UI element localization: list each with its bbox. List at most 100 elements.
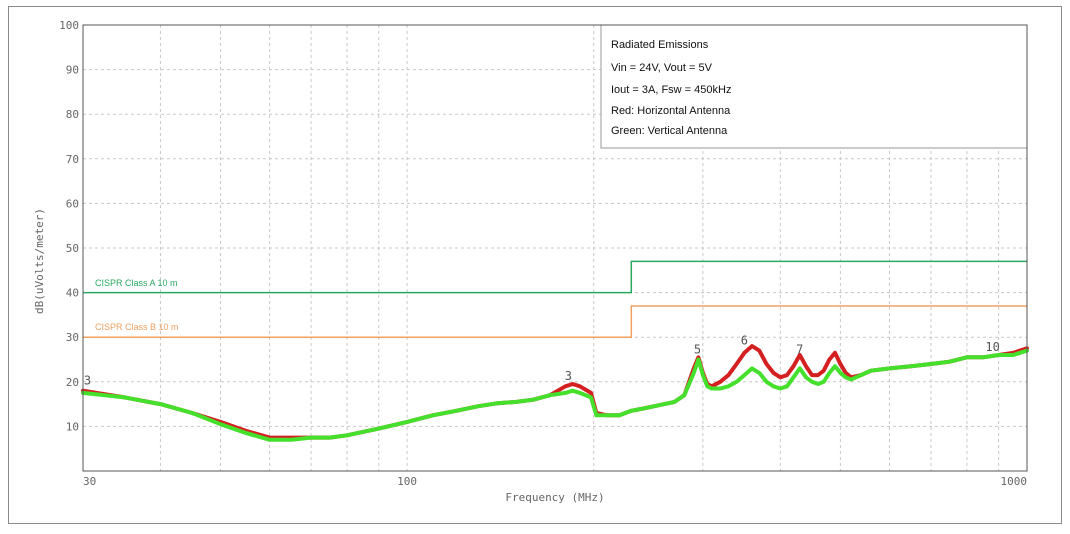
legend-box: Radiated Emissions Vin = 24V, Vout = 5V … xyxy=(600,24,1028,149)
class-b-limit-line xyxy=(83,305,1027,338)
series-point-horizontal xyxy=(778,375,782,379)
series-point-vertical xyxy=(548,393,552,397)
series-point-vertical xyxy=(652,404,656,408)
series-point-horizontal xyxy=(827,357,832,362)
series-point-horizontal xyxy=(771,371,776,375)
series-point-vertical xyxy=(617,413,622,417)
series-point-vertical xyxy=(798,366,802,370)
peak-markers: 3 3 5 6 7 10 xyxy=(84,333,1000,387)
series-point-vertical xyxy=(838,371,843,375)
series-point-vertical xyxy=(289,438,293,442)
series-point-vertical xyxy=(849,378,853,382)
series-point-vertical xyxy=(778,386,782,391)
series-point-vertical xyxy=(771,384,776,388)
series-point-vertical xyxy=(377,427,381,431)
y-tick-label: 60 xyxy=(66,197,79,210)
series-point-horizontal xyxy=(798,353,802,357)
series-point-horizontal xyxy=(804,364,808,368)
limit-lines xyxy=(83,260,1027,338)
series-point-vertical xyxy=(532,398,536,402)
series-point-vertical xyxy=(682,393,686,397)
peak-marker-label: 6 xyxy=(741,333,748,347)
series-point-horizontal xyxy=(822,369,826,373)
series-point-vertical xyxy=(750,366,754,370)
legend-line-title: Radiated Emissions xyxy=(611,39,709,51)
series-layer xyxy=(81,344,1029,442)
series-point-vertical xyxy=(764,380,769,384)
series-point-vertical xyxy=(496,401,500,405)
series-point-vertical xyxy=(844,375,848,379)
x-tick-label: 1000 xyxy=(1001,475,1028,488)
class-a-limit-line xyxy=(83,260,1027,294)
series-point-vertical xyxy=(718,386,722,391)
series-point-horizontal xyxy=(816,373,820,377)
tick-labels: 10 20 30 40 50 60 70 80 90 100 30 100 1000 xyxy=(59,19,1027,488)
y-tick-label: 20 xyxy=(66,376,79,389)
peak-marker-label: 3 xyxy=(565,369,572,383)
series-point-vertical xyxy=(662,402,667,406)
series-point-horizontal xyxy=(791,364,796,368)
series-point-vertical xyxy=(887,366,892,370)
series-point-vertical xyxy=(268,438,272,442)
series-point-vertical xyxy=(629,409,633,413)
series-point-vertical xyxy=(791,375,796,379)
x-tick-label: 100 xyxy=(397,475,417,488)
y-tick-label: 50 xyxy=(66,242,79,255)
plot-area-border xyxy=(82,24,1028,472)
legend-line-vertical: Green: Vertical Antenna xyxy=(611,125,728,137)
series-point-vertical xyxy=(454,409,458,413)
class-b-label: CISPR Class B 10 m xyxy=(95,322,179,332)
y-tick-label: 80 xyxy=(66,108,79,121)
chart-frame: 10 20 30 40 50 60 70 80 90 100 30 100 1000 3 3 5 6 7 10 R… xyxy=(8,6,1062,524)
series-point-vertical xyxy=(158,402,162,406)
series-point-vertical xyxy=(563,391,568,395)
series-point-horizontal xyxy=(742,351,747,355)
series-point-vertical xyxy=(757,371,761,375)
series-point-vertical xyxy=(692,371,696,375)
series-point-vertical xyxy=(705,384,709,388)
series-point-vertical xyxy=(244,431,248,435)
series-point-horizontal xyxy=(750,344,754,348)
series-point-horizontal xyxy=(838,362,843,366)
series-point-vertical xyxy=(514,400,518,404)
series-point-horizontal xyxy=(571,382,575,386)
series-point-vertical xyxy=(578,391,582,395)
series-point-vertical xyxy=(827,371,832,375)
series-point-vertical xyxy=(833,364,837,368)
series-point-vertical xyxy=(965,355,969,359)
series-point-vertical xyxy=(696,357,701,362)
series-point-vertical xyxy=(594,413,599,417)
peak-marker-label: 10 xyxy=(985,340,999,354)
series-point-vertical xyxy=(710,386,714,391)
series-point-vertical xyxy=(859,373,863,377)
series-point-horizontal xyxy=(563,384,568,388)
series-point-vertical xyxy=(605,413,609,417)
series-point-horizontal xyxy=(810,373,814,377)
y-tick-label: 30 xyxy=(66,331,79,344)
series-line-vertical xyxy=(81,348,1029,442)
series-point-horizontal xyxy=(589,391,593,395)
series-point-vertical xyxy=(1011,353,1015,357)
series-point-vertical xyxy=(981,355,985,359)
peak-marker-label: 3 xyxy=(84,373,91,387)
y-tick-label: 10 xyxy=(66,420,79,433)
series-point-vertical xyxy=(309,436,313,440)
series-point-vertical xyxy=(909,364,913,368)
emissions-chart: 10 20 30 40 50 60 70 80 90 100 30 100 1000 3 3 5 6 7 10 R… xyxy=(33,19,1029,504)
series-point-horizontal xyxy=(785,373,789,377)
series-point-vertical xyxy=(742,373,747,377)
series-point-horizontal xyxy=(735,362,739,366)
series-point-vertical xyxy=(571,389,575,393)
peak-marker-label: 5 xyxy=(694,342,701,356)
series-point-horizontal xyxy=(844,371,848,375)
series-point-vertical xyxy=(345,433,349,437)
series-point-vertical xyxy=(672,400,677,404)
series-point-vertical xyxy=(589,395,593,399)
series-point-horizontal xyxy=(757,349,761,353)
y-tick-label: 100 xyxy=(59,19,79,32)
series-point-vertical xyxy=(701,373,705,377)
series-point-horizontal xyxy=(578,384,582,388)
series-point-vertical xyxy=(726,384,731,388)
series-point-vertical xyxy=(641,407,645,411)
legend-line-iout-fsw: Iout = 3A, Fsw = 450kHz xyxy=(611,84,731,96)
